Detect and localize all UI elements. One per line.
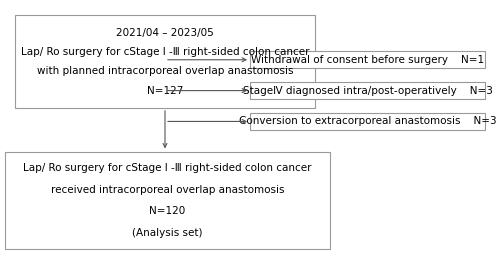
Text: N=120: N=120 [150,206,186,216]
Text: Lap/ Ro surgery for cStage Ⅰ -Ⅲ right-sided colon cancer: Lap/ Ro surgery for cStage Ⅰ -Ⅲ right-si… [20,47,309,57]
Text: Withdrawal of consent before surgery    N=1: Withdrawal of consent before surgery N=1 [251,55,484,65]
Text: (Analysis set): (Analysis set) [132,228,203,238]
Text: N=127: N=127 [147,86,183,96]
Text: Lap/ Ro surgery for cStage Ⅰ -Ⅲ right-sided colon cancer: Lap/ Ro surgery for cStage Ⅰ -Ⅲ right-si… [23,163,312,173]
Bar [250,51,485,68]
Text: with planned intracorporeal overlap anastomosis: with planned intracorporeal overlap anas… [36,66,293,76]
Bar [250,113,485,130]
Bar [250,82,485,99]
Text: 2021/04 – 2023/05: 2021/04 – 2023/05 [116,28,214,38]
Text: received intracorporeal overlap anastomosis: received intracorporeal overlap anastomo… [51,185,284,195]
Bar [5,152,330,249]
Text: Conversion to extracorporeal anastomosis    N=3: Conversion to extracorporeal anastomosis… [238,116,496,126]
Text: StageⅣ diagnosed intra/post-operatively    N=3: StageⅣ diagnosed intra/post-operatively … [242,86,492,96]
Bar [15,15,315,108]
